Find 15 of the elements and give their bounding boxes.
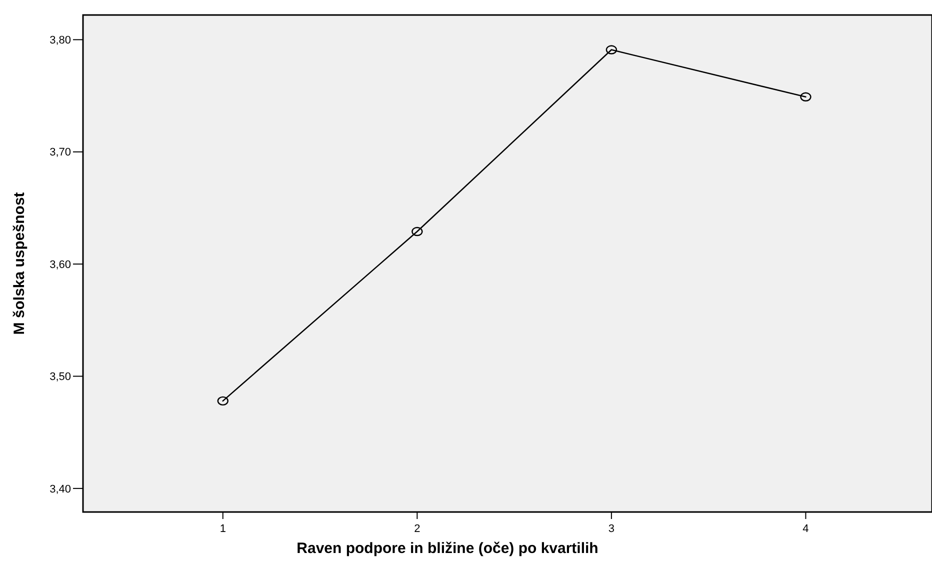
point [217,396,228,406]
x-tick-label: 3 [608,523,614,535]
y-tick-label: 3,70 [50,146,71,159]
y-tick-label: 3,80 [50,34,71,47]
x-axis-title: Raven podpore in bližine (oče) po kvartilih [296,540,598,557]
y-axis-title: M šolska uspešnost [11,192,28,335]
x-tick-label: 1 [220,523,226,535]
y-tick-label: 3,50 [50,371,71,384]
x-tick-label: 2 [414,523,420,535]
point [412,226,423,236]
point [606,45,618,54]
y-tick-label: 3,40 [50,483,71,496]
point [800,92,812,102]
y-tick-label: 3,60 [50,258,71,271]
x-tick-label: 4 [802,523,809,535]
